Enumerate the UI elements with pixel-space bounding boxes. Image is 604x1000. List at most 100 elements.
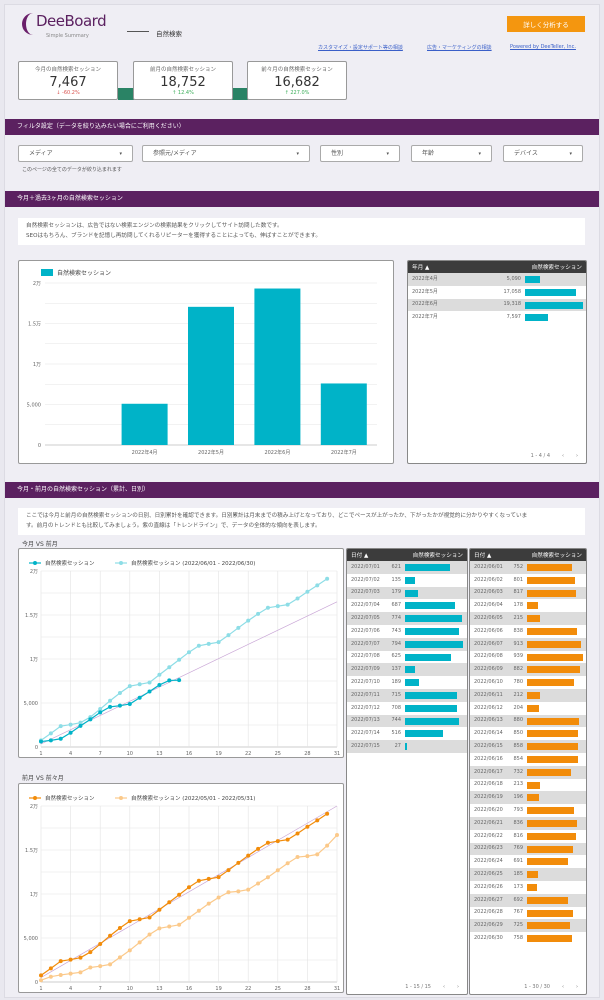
data-point — [48, 738, 53, 743]
y-tick-label: 1万 — [33, 362, 41, 368]
logo-subtitle: Simple Summary — [46, 33, 89, 39]
value-cell: 854 — [513, 755, 523, 762]
last-vs-prev-month-chart: 自然検索セッション 自然検索セッション (2022/05/01 - 2022/05… — [18, 783, 344, 993]
value-cell: 135 — [391, 576, 401, 583]
next-page-icon[interactable]: › — [457, 984, 459, 990]
table-row: 2022/06/26 173 — [470, 881, 586, 894]
date-cell: 2022/07/03 — [351, 589, 380, 596]
device-dropdown[interactable]: デバイス ▾ — [503, 145, 583, 162]
value-cell: 794 — [391, 640, 401, 647]
trendline — [40, 805, 338, 978]
caret-down-icon: ▾ — [478, 151, 481, 157]
value-bar — [405, 576, 415, 584]
data-point — [177, 892, 182, 897]
media-dropdown[interactable]: メディア ▾ — [18, 145, 133, 162]
bar-2022年7月 — [320, 383, 367, 445]
data-point — [78, 955, 83, 960]
ads-marketing-link[interactable]: 広告・マーケティングの相談 — [427, 45, 492, 51]
column-header[interactable]: 自然検索セッション — [531, 265, 582, 271]
kpi-card-two-months-ago: 前々月の自然検索セッション 16,682 ↑ 227.0% — [247, 61, 347, 100]
june-daily-table: 日付 ▲ 自然検索セッション 2022/06/01 752 2022/06/02 801… — [469, 548, 587, 995]
prev-page-icon[interactable]: ‹ — [562, 984, 564, 990]
date-cell: 2022/06/10 — [474, 679, 503, 686]
data-point — [315, 583, 320, 588]
table-row: 2022/07/08 625 — [347, 651, 467, 664]
data-point — [78, 720, 83, 725]
data-point — [325, 843, 330, 848]
value-cell: 708 — [391, 704, 401, 711]
y-tick-label: 5,000 — [27, 403, 41, 409]
bar-2022年5月 — [188, 306, 234, 445]
customize-support-link[interactable]: カスタマイズ・設定サポート等の相談 — [318, 45, 403, 51]
data-point — [117, 955, 122, 960]
value-cell: 752 — [513, 563, 523, 570]
data-point — [108, 704, 113, 709]
prev-page-icon[interactable]: ‹ — [562, 453, 564, 459]
table-row: 2022年4月 5,090 — [408, 273, 586, 286]
date-cell: 2022/06/13 — [474, 717, 503, 724]
source-medium-dropdown[interactable]: 参照元/メディア ▾ — [142, 145, 310, 162]
gender-dropdown[interactable]: 性別 ▾ — [320, 145, 400, 162]
value-bar — [527, 883, 538, 891]
date-cell: 2022/07/15 — [351, 743, 380, 750]
y-tick-label: 2万 — [33, 281, 41, 287]
date-cell: 2022/06/21 — [474, 819, 503, 826]
table-row: 2022/06/30 758 — [470, 932, 586, 945]
data-point — [127, 702, 132, 707]
table-row: 2022/06/28 767 — [470, 907, 586, 920]
y-tick-label: 1万 — [30, 657, 38, 663]
data-point — [265, 605, 270, 610]
chart-label-this-vs-last: 今月 VS 前月 — [22, 541, 58, 548]
table-row: 2022/06/15 858 — [470, 740, 586, 753]
data-point — [246, 887, 251, 892]
kpi-delta: ↓ -60.2% — [56, 90, 80, 96]
monthly-description: 自然検索セッションは、広告ではない検索エンジンの検索結果をクリックしてサイト訪問… — [18, 218, 585, 245]
data-point — [167, 900, 172, 905]
column-header[interactable]: 自然検索セッション — [531, 553, 582, 559]
data-point — [167, 924, 172, 929]
date-cell: 2022/07/06 — [351, 627, 380, 634]
value-cell: 758 — [513, 935, 523, 941]
date-cell: 2022/07/09 — [351, 666, 380, 673]
x-tick-label: 10 — [127, 986, 133, 992]
value-cell: 212 — [513, 691, 523, 698]
data-point — [295, 831, 300, 836]
table-row: 2022/06/24 691 — [470, 855, 586, 868]
powered-by-link[interactable]: Powered by DeeTeller, Inc. — [510, 44, 576, 50]
table-row: 2022/07/10 189 — [347, 676, 467, 689]
sort-column-header[interactable]: 日付 ▲ — [351, 553, 369, 559]
prev-page-icon[interactable]: ‹ — [443, 984, 445, 990]
value-bar — [525, 288, 577, 296]
value-bar — [527, 640, 582, 648]
date-cell: 2022/07/08 — [351, 653, 380, 660]
page-range: 1 - 15 / 15 — [405, 984, 431, 990]
kpi-card-this-month: 今月の自然検索セッション 7,467 ↓ -60.2% — [18, 61, 118, 100]
legend-marker — [33, 561, 37, 565]
data-point — [206, 641, 211, 646]
legend-swatch — [41, 269, 53, 276]
column-header[interactable]: 自然検索セッション — [412, 553, 463, 559]
date-cell: 2022/06/12 — [474, 704, 503, 711]
analyze-more-button[interactable]: 詳しく分析する — [507, 16, 585, 32]
sort-column-header[interactable]: 日付 ▲ — [474, 553, 492, 559]
value-bar — [527, 602, 538, 610]
value-bar — [405, 589, 419, 597]
data-point — [108, 698, 113, 703]
age-dropdown[interactable]: 年齢 ▾ — [411, 145, 492, 162]
date-cell: 2022/06/02 — [474, 576, 503, 583]
data-point — [68, 971, 73, 976]
data-point — [177, 657, 182, 662]
date-cell: 2022/06/01 — [474, 563, 503, 570]
data-point — [206, 901, 211, 906]
next-page-icon[interactable]: › — [576, 984, 578, 990]
date-cell: 2022/06/24 — [474, 858, 503, 865]
x-tick-label: 28 — [304, 986, 310, 992]
kpi-value: 18,752 — [160, 75, 206, 90]
next-page-icon[interactable]: › — [576, 453, 578, 459]
series-line — [40, 578, 328, 741]
data-point — [108, 933, 113, 938]
sort-column-header[interactable]: 年月 ▲ — [412, 265, 430, 271]
table-row: 2022/07/13 744 — [347, 714, 467, 728]
value-cell: 178 — [513, 602, 523, 609]
chart-label-last-vs-prev: 前月 VS 前々月 — [22, 775, 64, 782]
